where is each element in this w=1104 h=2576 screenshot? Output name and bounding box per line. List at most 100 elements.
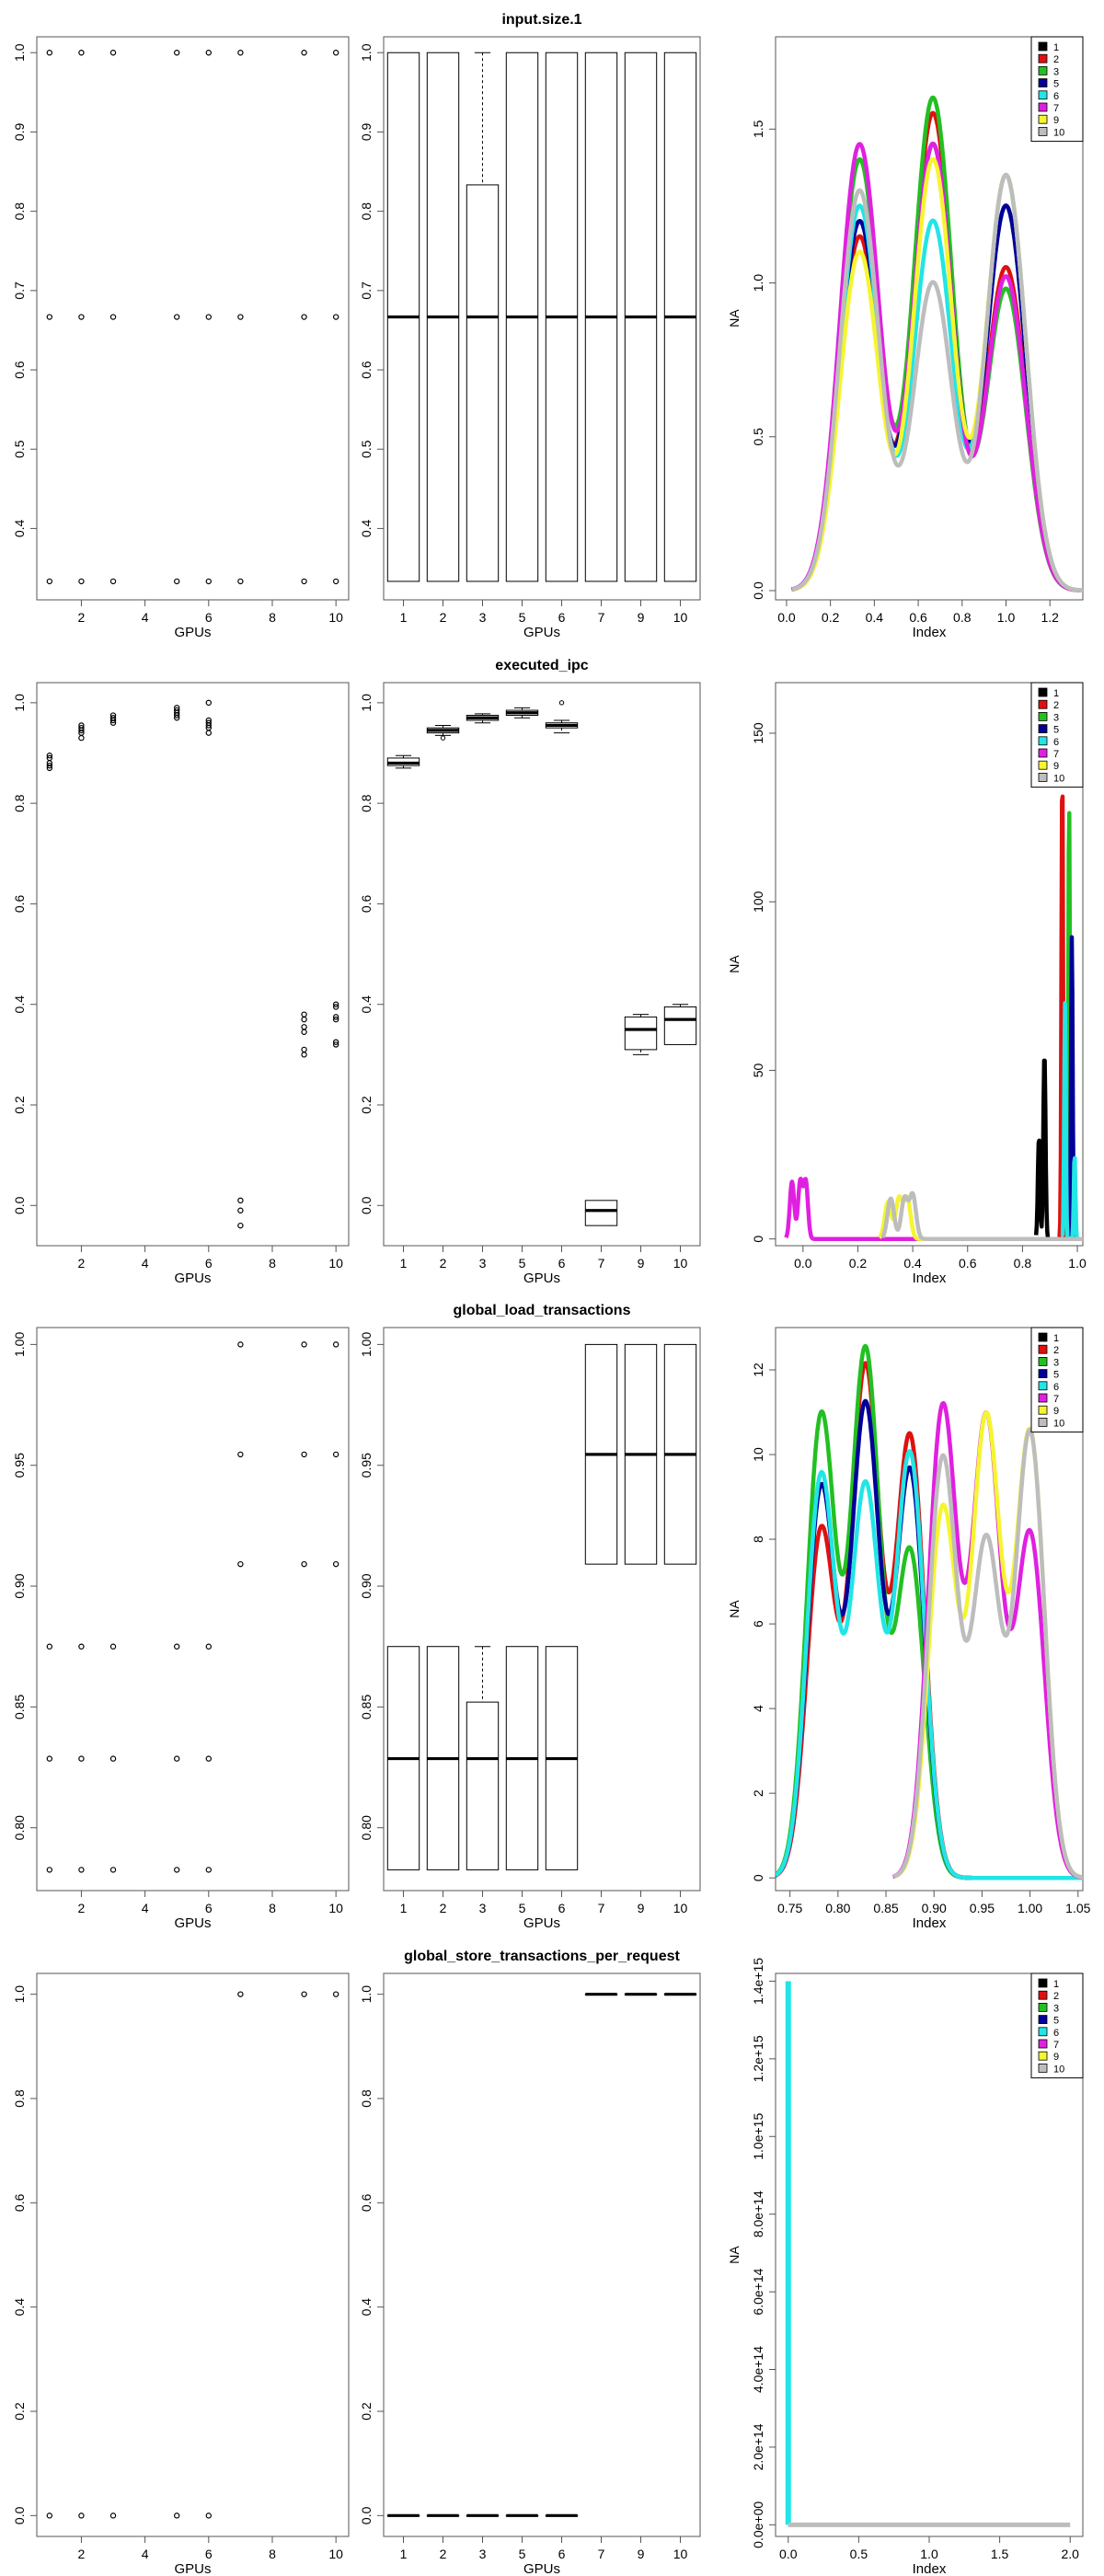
row3-density-ytick-label: 6 <box>751 1620 765 1627</box>
row2-scatter-xlabel: GPUs <box>174 1271 211 1286</box>
row1-scatter-point <box>301 578 307 585</box>
row1-boxplot-xtick-label: 5 <box>519 610 526 625</box>
row1-scatter-xtick-label: 8 <box>269 610 276 625</box>
row3-boxplot-ytick-label: 0.85 <box>359 1695 374 1719</box>
row4-scatter-xtick-label: 8 <box>269 2547 276 2561</box>
row2-scatter-point <box>205 730 212 736</box>
row3-boxplot-frame <box>383 1327 701 1892</box>
row3-scatter-ytick-label: 0.95 <box>12 1453 27 1478</box>
row4-scatter-ytick-label: 0.2 <box>12 2402 27 2421</box>
row3-legend-swatch-3 <box>1038 1357 1048 1366</box>
row1-scatter-point <box>78 578 85 585</box>
row3-boxplot-ytick-label: 1.00 <box>359 1332 374 1357</box>
row3-scatter-xlabel: GPUs <box>174 1915 211 1931</box>
row1-scatter-point <box>109 578 117 585</box>
row3-boxplot-ytick-label: 0.90 <box>359 1573 374 1598</box>
row3-scatter-point <box>174 1643 180 1650</box>
row1-legend-swatch-7 <box>1038 102 1048 112</box>
row3-density-xtick-label: 0.80 <box>825 1901 850 1915</box>
row3-scatter-point <box>332 1560 339 1568</box>
row4-scatter-point <box>109 2513 117 2519</box>
row4-legend-label-2: 2 <box>1053 1991 1059 2002</box>
row3-boxplot-xtick-label: 2 <box>440 1901 447 1915</box>
row4-boxplot-xtick-label: 1 <box>400 2547 408 2561</box>
row2-scatter-point <box>46 762 53 769</box>
row1-scatter-point <box>205 314 212 320</box>
row1-legend-swatch-9 <box>1038 114 1048 124</box>
row2-boxplot-ytick-label: 1.0 <box>359 694 374 712</box>
row2-scatter-point <box>78 734 85 742</box>
row3-legend-swatch-6 <box>1038 1381 1048 1391</box>
row4-density-xtick-label: 0.0 <box>779 2547 798 2561</box>
row3-boxplot-xtick-label: 1 <box>400 1901 408 1915</box>
row2-scatter-point <box>332 1041 339 1048</box>
row2-boxplot-ytick-label: 0.0 <box>359 1196 374 1214</box>
row2-boxplot-ytick-label: 0.6 <box>359 894 374 913</box>
row1-boxplot-xtick-label: 1 <box>400 610 408 625</box>
row4-boxplot-ytick-label: 0.6 <box>359 2193 374 2212</box>
row4-density-ytick-label: 1.2e+15 <box>751 2035 765 2082</box>
row2-boxplot-box <box>663 1006 697 1045</box>
row3-boxplot-xlabel: GPUs <box>523 1915 560 1931</box>
row4-density-xtick-label: 1.5 <box>991 2547 1009 2561</box>
row4-scatter-point <box>78 2513 85 2519</box>
row4-legend-swatch-5 <box>1038 2015 1048 2025</box>
row2-boxplot-outlier <box>440 735 446 741</box>
row3-density-ytick-label: 8 <box>751 1535 765 1543</box>
row3-scatter-xtick-label: 8 <box>269 1901 276 1915</box>
row1-scatter-point <box>237 578 244 585</box>
row3-density-xtick-label: 0.85 <box>873 1901 898 1915</box>
row2-scatter-point <box>332 1004 339 1010</box>
row4-density-xtick-label: 2.0 <box>1061 2547 1079 2561</box>
row1-scatter-point <box>46 50 53 56</box>
row1-scatter-ytick-label: 0.5 <box>12 440 27 458</box>
row3-scatter-point <box>205 1755 212 1762</box>
row2-scatter-ytick-label: 0.4 <box>12 995 27 1014</box>
row2-boxplot-xtick-label: 5 <box>519 1256 526 1271</box>
row3-scatter-point <box>237 1341 244 1348</box>
row1-legend-label-2: 2 <box>1053 54 1059 65</box>
row3-scatter-point <box>205 1643 212 1650</box>
row4-legend-swatch-10 <box>1038 2063 1048 2073</box>
row2-scatter-point <box>109 712 117 719</box>
row4-density-xtick-label: 1.0 <box>920 2547 938 2561</box>
row1-scatter-ytick-label: 1.0 <box>12 43 27 62</box>
row2-boxplot-xtick-label: 10 <box>673 1256 688 1271</box>
row3-density-xtick-label: 0.95 <box>970 1901 995 1915</box>
row4-boxplot-ytick-label: 0.0 <box>359 2506 374 2524</box>
row3-boxplot-box <box>466 1701 500 1870</box>
row1-boxplot-ytick-label: 0.6 <box>359 361 374 379</box>
row1-scatter-point <box>109 50 117 56</box>
row3-density-ylabel: NA <box>727 1600 742 1618</box>
row1-density-xtick-label: 1.0 <box>997 610 1016 625</box>
row3-scatter-point <box>174 1867 180 1873</box>
row3-scatter-point <box>237 1560 244 1568</box>
row1-legend-swatch-2 <box>1038 53 1048 63</box>
row3-density-xtick-label: 0.75 <box>777 1901 802 1915</box>
row1-scatter-frame <box>36 36 350 601</box>
row4-legend-label-10: 10 <box>1053 2064 1064 2075</box>
row2-boxplot-box <box>584 1200 618 1226</box>
row1-legend-swatch-10 <box>1038 126 1048 136</box>
row2-scatter-point <box>301 1052 307 1058</box>
row2-legend-swatch-3 <box>1038 712 1048 721</box>
row2-legend-label-1: 1 <box>1053 688 1059 699</box>
row2-density-line-10 <box>880 1190 1083 1241</box>
row2-scatter-point <box>46 753 53 759</box>
row1-scatter-point <box>174 578 180 585</box>
row3-scatter-point <box>205 1867 212 1873</box>
row4-legend-swatch-6 <box>1038 2027 1048 2037</box>
row3-scatter-xtick-label: 10 <box>328 1901 343 1915</box>
row1-boxplot-frame <box>383 36 701 601</box>
row2-boxplot-box <box>624 1016 658 1051</box>
row1-density-line-7 <box>789 141 1083 593</box>
row3-scatter-ytick-label: 0.80 <box>12 1815 27 1840</box>
row4-legend-label-7: 7 <box>1053 2040 1059 2051</box>
row4-legend-swatch-2 <box>1038 1990 1048 2000</box>
row3-boxplot-ytick-label: 0.95 <box>359 1453 374 1478</box>
row2-scatter-point <box>301 1046 307 1053</box>
row2-scatter-point <box>174 705 180 711</box>
row3-scatter-point <box>301 1341 307 1348</box>
row2-scatter-point <box>332 1001 339 1007</box>
